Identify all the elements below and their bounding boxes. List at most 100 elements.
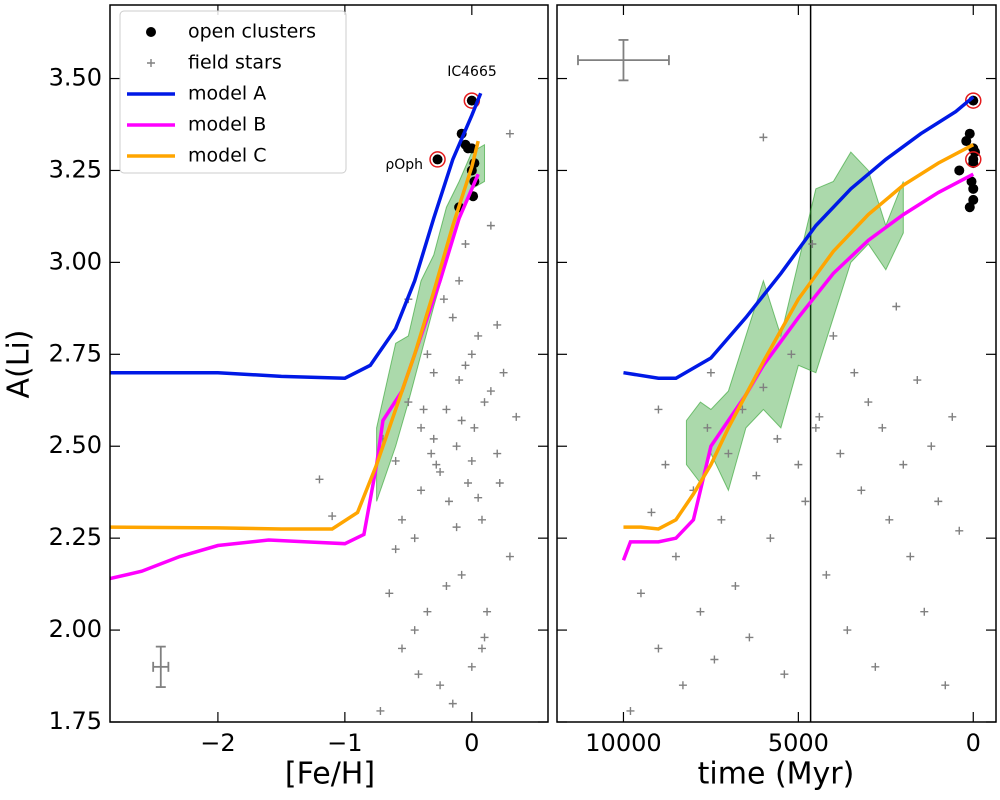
field-star (822, 570, 831, 579)
field-star (474, 331, 483, 340)
field-star (432, 460, 441, 469)
field-star (927, 442, 936, 451)
field-star (787, 350, 796, 359)
field-star (477, 644, 486, 653)
field-star (486, 221, 495, 230)
field-star (493, 320, 502, 329)
field-star (647, 508, 656, 517)
field-star (414, 670, 423, 679)
open-cluster (463, 143, 474, 154)
open-cluster (466, 95, 477, 106)
field-star (436, 467, 445, 476)
field-star (427, 449, 436, 458)
field-star (391, 545, 400, 554)
field-star (850, 368, 859, 377)
field-star (474, 493, 483, 502)
field-star (808, 240, 817, 248)
field-star (780, 670, 789, 679)
x-tick-label: 5000 (768, 729, 829, 757)
y-tick-label: 3.00 (49, 247, 102, 275)
field-star (913, 376, 922, 385)
y-tick-label: 2.25 (49, 523, 102, 551)
field-star (703, 423, 712, 432)
model-line (110, 140, 480, 531)
axes-frame (109, 4, 549, 723)
field-star (429, 368, 438, 377)
plot-area (110, 92, 521, 715)
field-star (448, 313, 457, 322)
field-star (794, 460, 803, 469)
legend-label: model B (188, 114, 266, 136)
field-star (398, 644, 406, 653)
field-star (752, 471, 761, 480)
field-star (871, 662, 880, 671)
field-star (467, 456, 476, 465)
field-star (661, 460, 670, 469)
open-cluster (964, 128, 975, 139)
x-tick-label: −2 (200, 729, 235, 757)
annotation: IC4665 (447, 64, 497, 80)
field-star (467, 350, 476, 359)
field-star (878, 423, 887, 432)
field-star (654, 644, 663, 653)
field-star (920, 607, 929, 616)
field-star (671, 552, 680, 561)
field-star (457, 416, 466, 425)
model-line (110, 173, 480, 581)
field-star (731, 581, 740, 590)
legend-swatch (146, 27, 156, 37)
field-star (419, 405, 428, 414)
field-star (706, 368, 715, 377)
field-star (724, 449, 733, 458)
field-star (328, 512, 337, 521)
field-star (480, 633, 489, 642)
field-star (436, 681, 445, 690)
field-star (483, 607, 492, 616)
open-cluster (968, 154, 979, 165)
field-star (710, 655, 719, 664)
y-tick-label: 2.00 (49, 615, 102, 643)
field-star (452, 442, 461, 451)
field-star (480, 398, 489, 407)
model-line (110, 92, 483, 380)
model-line (623, 95, 975, 380)
field-star (429, 434, 438, 443)
field-star (843, 626, 852, 635)
field-star (398, 515, 406, 524)
legend-label: model C (188, 145, 266, 167)
field-star (315, 475, 324, 484)
y-tick-label: 2.50 (49, 431, 102, 459)
field-star (906, 552, 915, 561)
field-star (486, 387, 495, 396)
axes-frame (556, 4, 997, 723)
field-star (439, 295, 448, 304)
y-axis-label: A(Li) (2, 330, 37, 399)
open-cluster (964, 202, 975, 213)
field-star (773, 434, 782, 443)
x-tick-label: 10000 (585, 729, 661, 757)
plot-area (577, 5, 982, 722)
field-star (892, 302, 901, 311)
field-star (410, 534, 419, 543)
field-star (801, 497, 810, 506)
field-star (477, 515, 486, 524)
field-star (505, 129, 514, 138)
legend-label: field stars (188, 52, 282, 74)
field-star (759, 383, 768, 392)
open-cluster (968, 183, 979, 194)
field-star (461, 240, 470, 248)
field-star (442, 581, 451, 590)
field-star (836, 449, 845, 458)
field-star (678, 681, 687, 690)
legend-box (119, 10, 347, 174)
y-tick-label: 2.75 (49, 339, 102, 367)
field-star (385, 589, 394, 598)
highlight-ring (965, 151, 982, 168)
field-star (829, 331, 838, 340)
field-star (636, 589, 645, 598)
field-star (811, 423, 820, 432)
field-star (417, 423, 426, 432)
legend-label: open clusters (188, 21, 316, 43)
field-star (899, 460, 908, 469)
